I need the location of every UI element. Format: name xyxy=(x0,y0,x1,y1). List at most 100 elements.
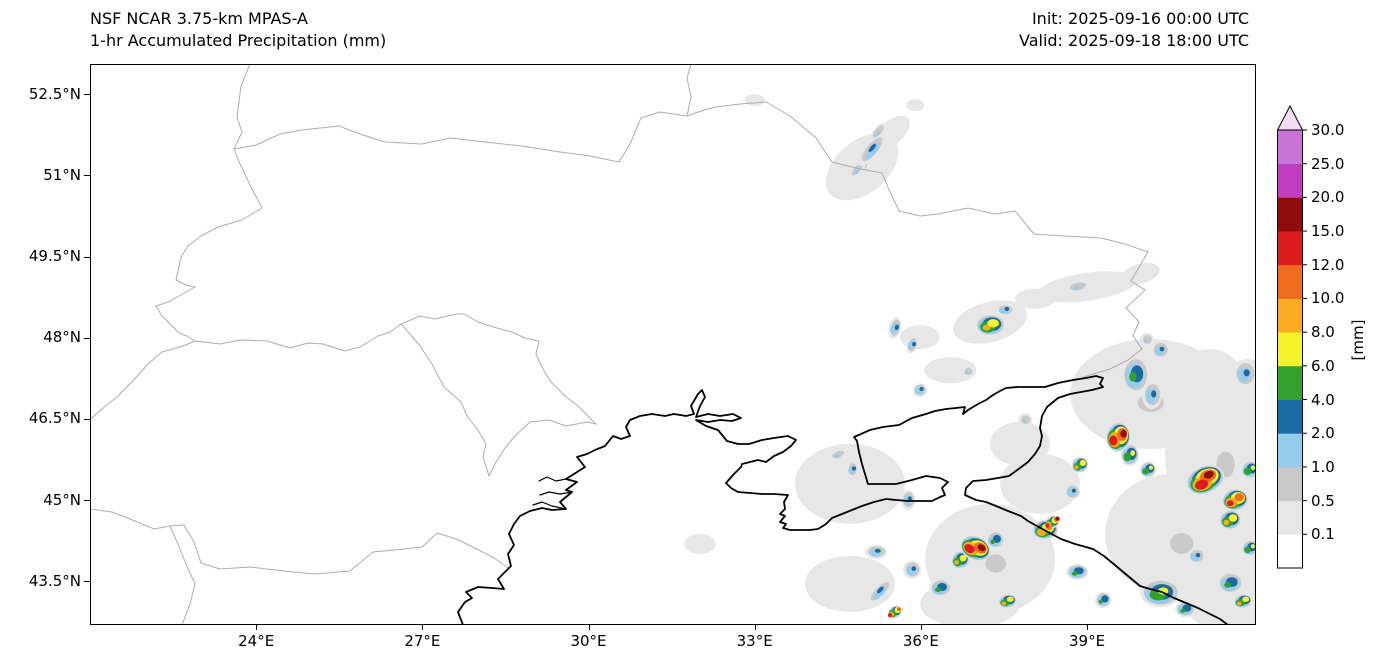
x-tick-mark xyxy=(754,625,756,630)
y-tick-label: 48°N xyxy=(43,328,81,347)
precip-cell xyxy=(1180,608,1186,614)
precip-cell xyxy=(1250,544,1255,549)
colorbar-tick-label: 6.0 xyxy=(1311,356,1335,375)
precip-cell xyxy=(873,587,886,600)
colorbar-over-arrow xyxy=(1277,104,1304,131)
colorbar-tick-label: 4.0 xyxy=(1311,390,1335,409)
precip-cell xyxy=(1194,479,1209,490)
precip-cell xyxy=(1055,516,1060,521)
time-block: Init: 2025-09-16 00:00 UTC Valid: 2025-0… xyxy=(1019,8,1249,52)
y-tick-mark xyxy=(84,500,90,502)
coastline-black-sea-azov xyxy=(457,375,1229,626)
y-tick-mark xyxy=(84,581,90,583)
border-belarus-russia-north xyxy=(686,63,692,117)
precip-cell xyxy=(1180,349,1240,399)
precip-cell xyxy=(877,586,884,594)
map-canvas xyxy=(89,63,1290,634)
plot-title-line2: 1-hr Accumulated Precipitation (mm) xyxy=(90,31,387,50)
precip-cell xyxy=(1004,306,1010,311)
precip-cell xyxy=(1015,288,1055,309)
precip-cell xyxy=(954,560,959,565)
x-tick-label: 33°E xyxy=(736,632,773,650)
precip-cell xyxy=(1234,493,1244,502)
precip-cell xyxy=(1224,582,1231,588)
precip-cell xyxy=(982,324,991,331)
precip-cell xyxy=(959,554,967,562)
precip-cell xyxy=(992,534,1001,543)
precip-cell xyxy=(1109,435,1118,446)
precip-cell xyxy=(985,554,1007,573)
precip-cell xyxy=(907,496,912,502)
colorbar-band xyxy=(1277,332,1303,367)
coastline-danube-delta-arm2 xyxy=(539,491,573,496)
colorbar-band xyxy=(1277,197,1303,232)
precip-cell xyxy=(890,322,897,334)
precip-cell xyxy=(896,607,902,612)
colorbar-band xyxy=(1277,365,1303,400)
precip-cell xyxy=(1123,452,1132,462)
colorbar-tick-label: 2.0 xyxy=(1311,424,1335,443)
y-tick-label: 43.5°N xyxy=(28,571,81,590)
precip-cell xyxy=(1242,596,1250,602)
y-tick-mark xyxy=(84,418,90,420)
precip-cell xyxy=(1170,533,1194,554)
precip-cell xyxy=(1159,346,1165,352)
map-plot-area xyxy=(89,63,1290,634)
precipitation-layer xyxy=(683,94,1290,634)
colorbar-band xyxy=(1277,130,1303,165)
y-tick-mark xyxy=(84,94,90,96)
border-moldova xyxy=(400,313,597,477)
colorbar-tick-label: 1.0 xyxy=(1311,457,1335,476)
precip-cell xyxy=(1006,596,1014,602)
colorbar-unit-label: [mm] xyxy=(1349,319,1367,361)
precip-cell xyxy=(1236,601,1242,606)
precip-cell xyxy=(1071,571,1078,576)
precip-cell xyxy=(744,94,765,107)
precip-cell xyxy=(864,143,879,160)
precip-cell xyxy=(874,548,881,553)
coastlines-layer xyxy=(457,375,1229,626)
x-tick-label: 39°E xyxy=(1069,632,1106,650)
x-tick-mark xyxy=(422,625,424,630)
colorbar-band xyxy=(1277,534,1303,569)
precip-cell xyxy=(1071,488,1076,493)
x-tick-label: 27°E xyxy=(404,632,441,650)
colorbar-tick-label: 15.0 xyxy=(1311,222,1345,241)
precip-cell xyxy=(1045,523,1050,528)
precip-cell xyxy=(1226,500,1234,507)
precip-cell xyxy=(1001,601,1006,606)
x-tick-mark xyxy=(256,625,258,630)
colorbar-band xyxy=(1277,163,1303,198)
x-tick-label: 24°E xyxy=(238,632,275,650)
precip-cell xyxy=(1250,465,1256,471)
colorbar-tick-label: 12.0 xyxy=(1311,255,1345,274)
valid-time-label: Valid: 2025-09-18 18:00 UTC xyxy=(1018,31,1249,50)
precip-cell xyxy=(834,454,840,459)
precip-cell xyxy=(1143,338,1148,343)
precip-cell xyxy=(1228,514,1238,522)
colorbar-tick-label: 0.5 xyxy=(1311,491,1335,510)
colorbar-band xyxy=(1277,264,1303,299)
colorbar-band xyxy=(1277,399,1303,434)
precip-cell xyxy=(1243,467,1252,475)
precip-cell xyxy=(1120,262,1160,285)
precip-cell xyxy=(1142,468,1149,475)
precip-cell xyxy=(852,466,856,471)
y-tick-label: 51°N xyxy=(43,165,81,184)
border-serbia-bulgaria xyxy=(169,525,196,626)
colorbar xyxy=(1277,104,1307,569)
precip-cell xyxy=(1223,519,1230,525)
precip-cell xyxy=(987,319,999,328)
precip-cell xyxy=(912,341,917,347)
precip-cell xyxy=(1098,599,1103,604)
plot-title-line1: NSF NCAR 3.75-km MPAS-A xyxy=(90,9,308,28)
precip-cell xyxy=(906,99,925,112)
coastline-danube-delta-arm3 xyxy=(538,476,567,482)
y-tick-mark xyxy=(84,256,90,258)
y-tick-label: 52.5°N xyxy=(28,84,81,103)
colorbar-tick-label: 30.0 xyxy=(1311,121,1345,139)
y-tick-mark xyxy=(84,337,90,339)
precip-cell xyxy=(868,143,877,153)
colorbar-tick-label: 25.0 xyxy=(1311,154,1345,173)
